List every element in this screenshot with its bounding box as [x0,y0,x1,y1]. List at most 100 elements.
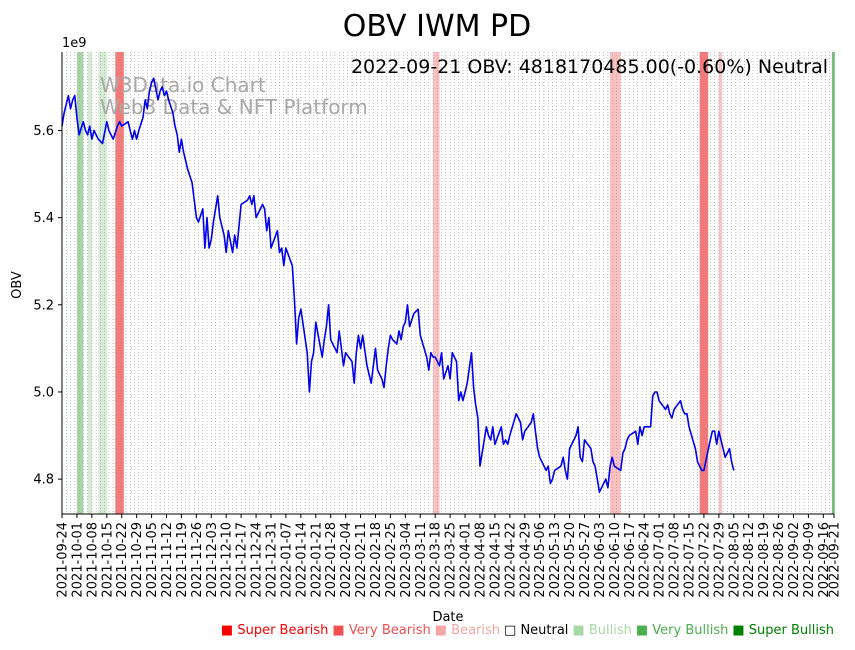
legend-label: Very Bearish [349,623,431,638]
x-tick-label: 2021-12-24 [250,522,265,598]
x-tick-label: 2022-08-12 [742,522,757,598]
x-tick-label: 2021-11-26 [190,522,205,598]
x-tick-label: 2022-06-17 [623,522,638,598]
x-tick-label: 2021-12-03 [205,522,220,598]
y-tick-label: 5.6 [33,124,54,139]
x-tick-label: 2021-11-05 [145,522,160,598]
x-tick-label: 2022-02-04 [339,522,354,598]
x-tick-label: 2022-05-20 [563,522,578,598]
legend-item-very_bullish: ■ Very Bullish [636,623,728,638]
x-tick-label: 2022-03-25 [444,522,459,598]
x-tick-label: 2022-05-13 [548,522,563,598]
watermark: W3Data.io Chart Web3 Data & NFT Platform [100,73,368,119]
x-tick-label: 2022-08-26 [772,522,787,598]
legend-label: Very Bullish [652,623,728,638]
legend-marker: ■ [221,623,237,638]
obv-series [61,77,735,493]
legend-label: Super Bullish [749,623,834,638]
shaded-region [76,52,84,514]
x-tick-label: 2022-09-02 [787,522,802,598]
shaded-region [610,52,621,514]
x-tick-label: 2022-02-25 [384,522,399,598]
legend-label: Neutral [520,623,568,638]
x-tick-label: 2021-10-08 [85,522,100,598]
series-line [61,77,735,493]
x-tick-label: 2022-03-11 [414,522,429,598]
y-tick-label: 5.0 [33,385,54,400]
x-tick-label: 2022-09-16 [817,522,832,598]
x-tick-label: 2022-05-06 [533,522,548,598]
x-tick-label: 2021-10-15 [100,522,115,598]
shaded-regions [76,52,835,514]
x-axis-ticks: 2021-09-24 2021-10-01 2021-10-08 2021-10-15… [56,514,843,598]
x-tick-label: 2022-04-15 [488,522,503,598]
x-tick-label: 2022-06-24 [638,522,653,598]
shaded-region [115,52,124,514]
x-tick-label: 2021-10-22 [115,522,130,598]
vertical-grid [61,52,835,514]
latest-value-annotation: 2022-09-21 OBV: 4818170485.00(-0.60%) Ne… [351,56,828,78]
x-tick-label: 2021-10-29 [130,522,145,598]
shaded-region [831,52,835,514]
x-tick-label: 2022-04-08 [473,522,488,598]
y-tick-label: 5.4 [33,211,54,226]
x-tick-label: 2022-02-11 [354,522,369,598]
x-tick-label: 2022-04-01 [459,522,474,598]
x-tick-label: 2022-01-28 [324,522,339,598]
legend-marker: ■ [435,623,451,638]
x-tick-label: 2022-08-05 [727,522,742,598]
x-tick-label: 2022-01-14 [294,522,309,598]
legend-label: Bullish [589,623,632,638]
legend-marker: ■ [636,623,652,638]
x-tick-label: 2022-01-21 [309,522,324,598]
legend-label: Super Bearish [237,623,328,638]
legend-item-super_bearish: ■ Super Bearish [221,623,329,638]
x-tick-label: 2022-09-09 [802,522,817,598]
x-tick-label: 2022-09-21 [828,522,843,598]
x-tick-label: 2022-08-19 [757,522,772,598]
x-tick-label: 2022-04-29 [518,522,533,598]
legend-item-bearish: ■ Bearish [435,623,500,638]
x-tick-label: 2021-12-10 [220,522,235,598]
x-tick-label: 2022-07-08 [668,522,683,598]
x-tick-label: 2021-12-17 [235,522,250,598]
legend-item-bullish: ■ Bullish [572,623,631,638]
x-tick-label: 2021-11-12 [160,522,175,598]
x-tick-label: 2021-11-19 [175,522,190,598]
shaded-region [699,52,709,514]
x-tick-label: 2021-10-01 [70,522,85,598]
watermark-line-1: W3Data.io Chart [100,73,266,97]
x-tick-label: 2022-03-18 [429,522,444,598]
legend: ■ Super Bullish■ Very Bullish■ Bullish□ … [221,623,834,638]
x-tick-label: 2021-12-31 [264,522,279,598]
legend-marker: □ [504,623,520,638]
x-tick-label: 2022-07-22 [697,522,712,598]
shaded-region [87,52,92,514]
x-tick-label: 2022-07-15 [682,522,697,598]
legend-marker: ■ [732,623,748,638]
shaded-region [433,52,440,514]
x-tick-label: 2022-06-10 [608,522,623,598]
shaded-region [98,52,107,514]
y-tick-label: 4.8 [33,473,54,488]
x-tick-label: 2022-06-03 [593,522,608,598]
x-tick-label: 2022-02-18 [369,522,384,598]
legend-marker: ■ [332,623,348,638]
x-tick-label: 2022-03-04 [399,522,414,598]
x-axis-label: Date [432,610,463,625]
legend-label: Bearish [451,623,500,638]
legend-item-super_bullish: ■ Super Bullish [732,623,834,638]
y-axis-ticks: 4.8 5.0 5.2 5.4 5.6 [33,124,62,488]
x-tick-label: 2021-09-24 [56,522,71,598]
shaded-region [718,52,722,514]
x-tick-label: 2022-05-27 [578,522,593,598]
y-multiplier-label: 1e9 [62,36,87,51]
y-axis-label: OBV [10,271,25,299]
axes [61,52,834,515]
legend-marker: ■ [572,623,588,638]
y-tick-label: 5.2 [33,298,54,313]
x-tick-label: 2022-04-22 [503,522,518,598]
watermark-line-2: Web3 Data & NFT Platform [100,95,368,119]
